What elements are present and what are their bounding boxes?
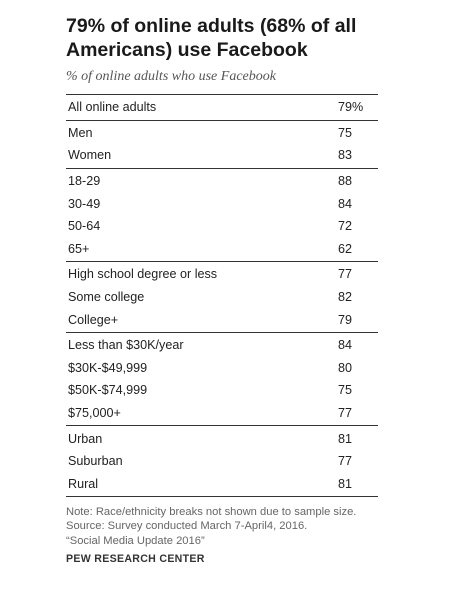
table-group: High school degree or less 77 Some college… xyxy=(66,262,378,333)
row-label: Women xyxy=(68,148,112,163)
row-label: High school degree or less xyxy=(68,267,218,282)
row-label: $50K-$74,999 xyxy=(68,383,148,398)
row-label: Suburban xyxy=(68,454,123,469)
row-value: 79 xyxy=(338,312,353,327)
row-label: Less than $30K/year xyxy=(68,338,184,353)
row-value: 79% xyxy=(338,100,364,115)
table-row: Some college 82 xyxy=(66,286,378,309)
row-value: 77 xyxy=(338,267,353,282)
row-value: 77 xyxy=(338,406,353,421)
table-row: $75,000+ 77 xyxy=(66,402,378,425)
table-group: All online adults 79% xyxy=(66,95,378,121)
note-line: Source: Survey conducted March 7-April4,… xyxy=(66,520,308,533)
data-table: All online adults 79% Men 75 Women 83 18-29 88 3… xyxy=(66,94,378,498)
row-value: 83 xyxy=(338,148,353,163)
table-row: $50K-$74,999 75 xyxy=(66,379,378,402)
row-label: 18-29 xyxy=(68,174,101,189)
row-label: $30K-$49,999 xyxy=(68,360,148,375)
table-row: 18-29 88 xyxy=(66,170,378,193)
row-value: 62 xyxy=(338,241,353,256)
table-row: All online adults 79% xyxy=(66,96,378,119)
row-value: 82 xyxy=(338,290,353,305)
table-row: Suburban 77 xyxy=(66,450,378,473)
row-value: 88 xyxy=(338,174,353,189)
row-value: 75 xyxy=(338,125,353,140)
table-row: Men 75 xyxy=(66,122,378,145)
row-label: Men xyxy=(68,125,93,140)
table-row: High school degree or less 77 xyxy=(66,263,378,286)
chart-title: 79% of online adults (68% of all America… xyxy=(66,15,357,61)
row-value: 81 xyxy=(338,431,353,446)
row-value: 80 xyxy=(338,360,353,375)
table-row: Rural 81 xyxy=(66,473,378,496)
chart-subtitle: % of online adults who use Facebook xyxy=(66,69,276,84)
table-row: College+ 79 xyxy=(66,308,378,331)
table-row: $30K-$49,999 80 xyxy=(66,357,378,380)
table-group: Urban 81 Suburban 77 Rural 81 xyxy=(66,426,378,498)
table-group: Less than $30K/year 84 $30K-$49,999 80 $50K-… xyxy=(66,333,378,427)
row-label: College+ xyxy=(68,312,119,327)
table-row: Less than $30K/year 84 xyxy=(66,334,378,357)
table-row: 50-64 72 xyxy=(66,215,378,238)
note-line: “Social Media Update 2016” xyxy=(66,534,205,547)
row-value: 72 xyxy=(338,219,353,234)
table-row: 65+ 62 xyxy=(66,238,378,261)
table-group: 18-29 88 30-49 84 50-64 72 65+ 62 xyxy=(66,169,378,263)
row-label: Urban xyxy=(68,431,103,446)
notes: Note: Race/ethnicity breaks not shown du… xyxy=(66,505,392,548)
row-value: 77 xyxy=(338,454,353,469)
row-value: 84 xyxy=(338,338,353,353)
row-label: Some college xyxy=(68,290,145,305)
table-row: 30-49 84 xyxy=(66,192,378,215)
source-brand: PEW RESEARCH CENTER xyxy=(66,552,205,565)
chart-card: 79% of online adults (68% of all America… xyxy=(66,14,392,565)
row-label: 30-49 xyxy=(68,196,101,211)
row-label: All online adults xyxy=(68,100,157,115)
row-label: 50-64 xyxy=(68,219,101,234)
table-row: Urban 81 xyxy=(66,427,378,450)
row-value: 81 xyxy=(338,476,353,491)
table-group: Men 75 Women 83 xyxy=(66,121,378,169)
row-label: $75,000+ xyxy=(68,406,121,421)
table-row: Women 83 xyxy=(66,144,378,167)
note-line: Note: Race/ethnicity breaks not shown du… xyxy=(66,506,357,519)
row-label: Rural xyxy=(68,476,99,491)
row-value: 84 xyxy=(338,196,353,211)
row-value: 75 xyxy=(338,383,353,398)
row-label: 65+ xyxy=(68,241,90,256)
